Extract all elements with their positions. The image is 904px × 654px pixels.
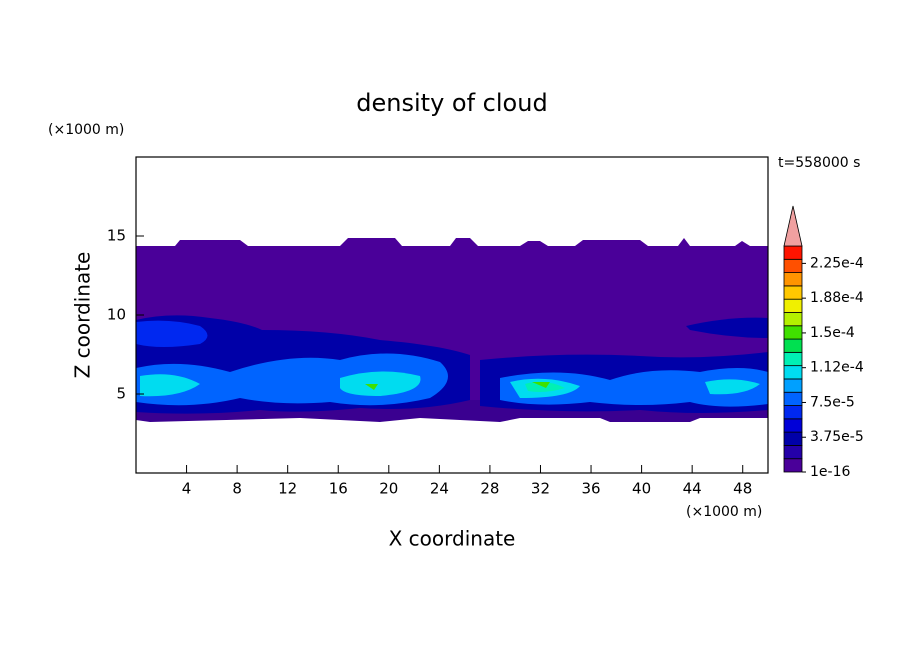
y-unit: (×1000 m): [48, 122, 124, 138]
colorbar-box: [783, 258, 803, 273]
colorbar-box: [783, 405, 803, 420]
colorbar-label: 1.12e-4: [810, 360, 864, 376]
colorbar-box: [783, 351, 803, 367]
colorbar-label: 1.88e-4: [810, 290, 864, 306]
x-tick-label: 28: [480, 480, 499, 498]
time-annotation: t=558000 s: [778, 155, 860, 171]
x-tick-label: 44: [683, 480, 702, 498]
colorbar-box: [783, 272, 803, 287]
colorbar-box: [783, 325, 803, 340]
y-tick-label: 10: [107, 306, 126, 324]
x-tick-label: 40: [632, 480, 651, 498]
colorbar-box: [783, 285, 803, 300]
colorbar-box: [783, 418, 803, 433]
x-axis-label: X coordinate: [389, 527, 516, 551]
colorbar-box: [783, 391, 803, 406]
y-axis-label: Z coordinate: [71, 252, 95, 379]
colorbar-box: [783, 312, 803, 327]
x-tick-label: 24: [430, 480, 449, 498]
contour-field: [136, 238, 768, 422]
x-tick-label: 8: [232, 480, 242, 498]
colorbar-box: [783, 378, 803, 393]
colorbar-label: 2.25e-4: [810, 255, 864, 271]
x-tick-label: 20: [379, 480, 398, 498]
colorbar-box: [783, 458, 803, 473]
chart-title: density of cloud: [356, 89, 547, 117]
x-tick-label: 12: [278, 480, 297, 498]
colorbar-box: [783, 338, 803, 353]
colorbar-label: 3.75e-5: [810, 429, 864, 445]
colorbar-box: [783, 445, 803, 460]
colorbar-extend: [783, 205, 803, 247]
colorbar-label: 1.5e-4: [810, 325, 855, 341]
x-tick-label: 48: [733, 480, 752, 498]
colorbar-label: 1e-16: [810, 464, 850, 480]
x-tick-label: 16: [329, 480, 348, 498]
y-tick-label: 15: [107, 227, 126, 245]
x-tick-label: 32: [531, 480, 550, 498]
colorbar-box: [783, 431, 803, 446]
y-tick-label: 5: [116, 385, 126, 403]
x-tick-label: 4: [182, 480, 192, 498]
colorbar-box: [783, 245, 803, 260]
colorbar-box: [783, 298, 803, 313]
x-tick-label: 36: [581, 480, 600, 498]
colorbar-box: [783, 365, 803, 380]
x-unit: (×1000 m): [686, 504, 762, 520]
colorbar-label: 7.5e-5: [810, 394, 855, 410]
